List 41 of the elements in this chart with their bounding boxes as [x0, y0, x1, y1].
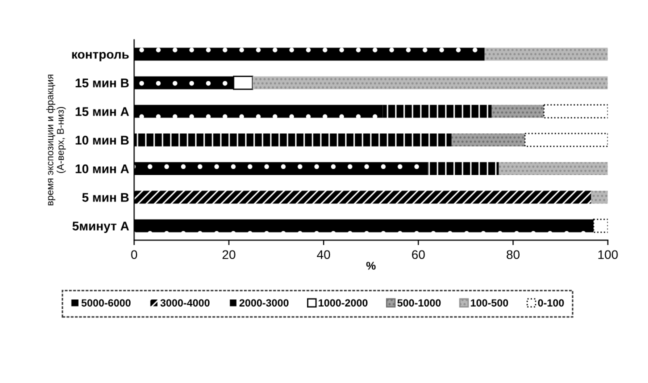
bar	[134, 48, 485, 61]
bar	[134, 162, 428, 176]
x-tick-label: 20	[222, 250, 236, 260]
legend-label: 1000-2000	[318, 299, 368, 307]
legend-label: 500-1000	[397, 299, 441, 307]
bar	[484, 48, 608, 61]
legend-label: 100-500	[470, 299, 508, 307]
bar	[498, 162, 608, 176]
y-tick-label: 5минут А	[72, 222, 129, 233]
bar	[492, 104, 544, 118]
bar	[428, 162, 499, 176]
bar	[543, 104, 608, 118]
y-tick-label: 5 мин В	[82, 193, 129, 202]
bar	[232, 76, 254, 90]
bar	[134, 76, 234, 90]
x-axis-title: %	[366, 262, 376, 270]
bar	[134, 190, 592, 204]
x-tick-label: 100	[598, 250, 618, 260]
x-tick-label: 60	[412, 250, 425, 260]
bar	[382, 104, 492, 118]
bar	[134, 104, 383, 118]
legend-label: 2000-3000	[239, 299, 289, 307]
x-tick-label: 80	[506, 250, 520, 260]
y-tick-label: 10 мин В	[76, 136, 129, 145]
y-axis-title: время экспозиции и фракция (А-верх, В-низ)	[46, 74, 66, 206]
y-tick-label: 10 мин А	[76, 164, 129, 174]
bar	[524, 132, 608, 148]
x-tick-label: 0	[131, 250, 138, 260]
bar	[452, 134, 525, 146]
bar	[134, 134, 452, 146]
bar	[591, 190, 608, 204]
legend-label: 0-100	[538, 299, 564, 307]
y-tick-label: контроль	[72, 52, 129, 62]
y-tick-label: 15 мин А	[76, 107, 129, 116]
bar	[592, 218, 608, 233]
y-tick-label: 15 мин В	[76, 78, 129, 88]
bar	[252, 76, 608, 90]
legend-label: 3000-4000	[160, 299, 210, 307]
x-tick-label: 40	[316, 250, 330, 260]
legend-label: 5000-6000	[81, 299, 131, 307]
bar	[134, 219, 594, 232]
